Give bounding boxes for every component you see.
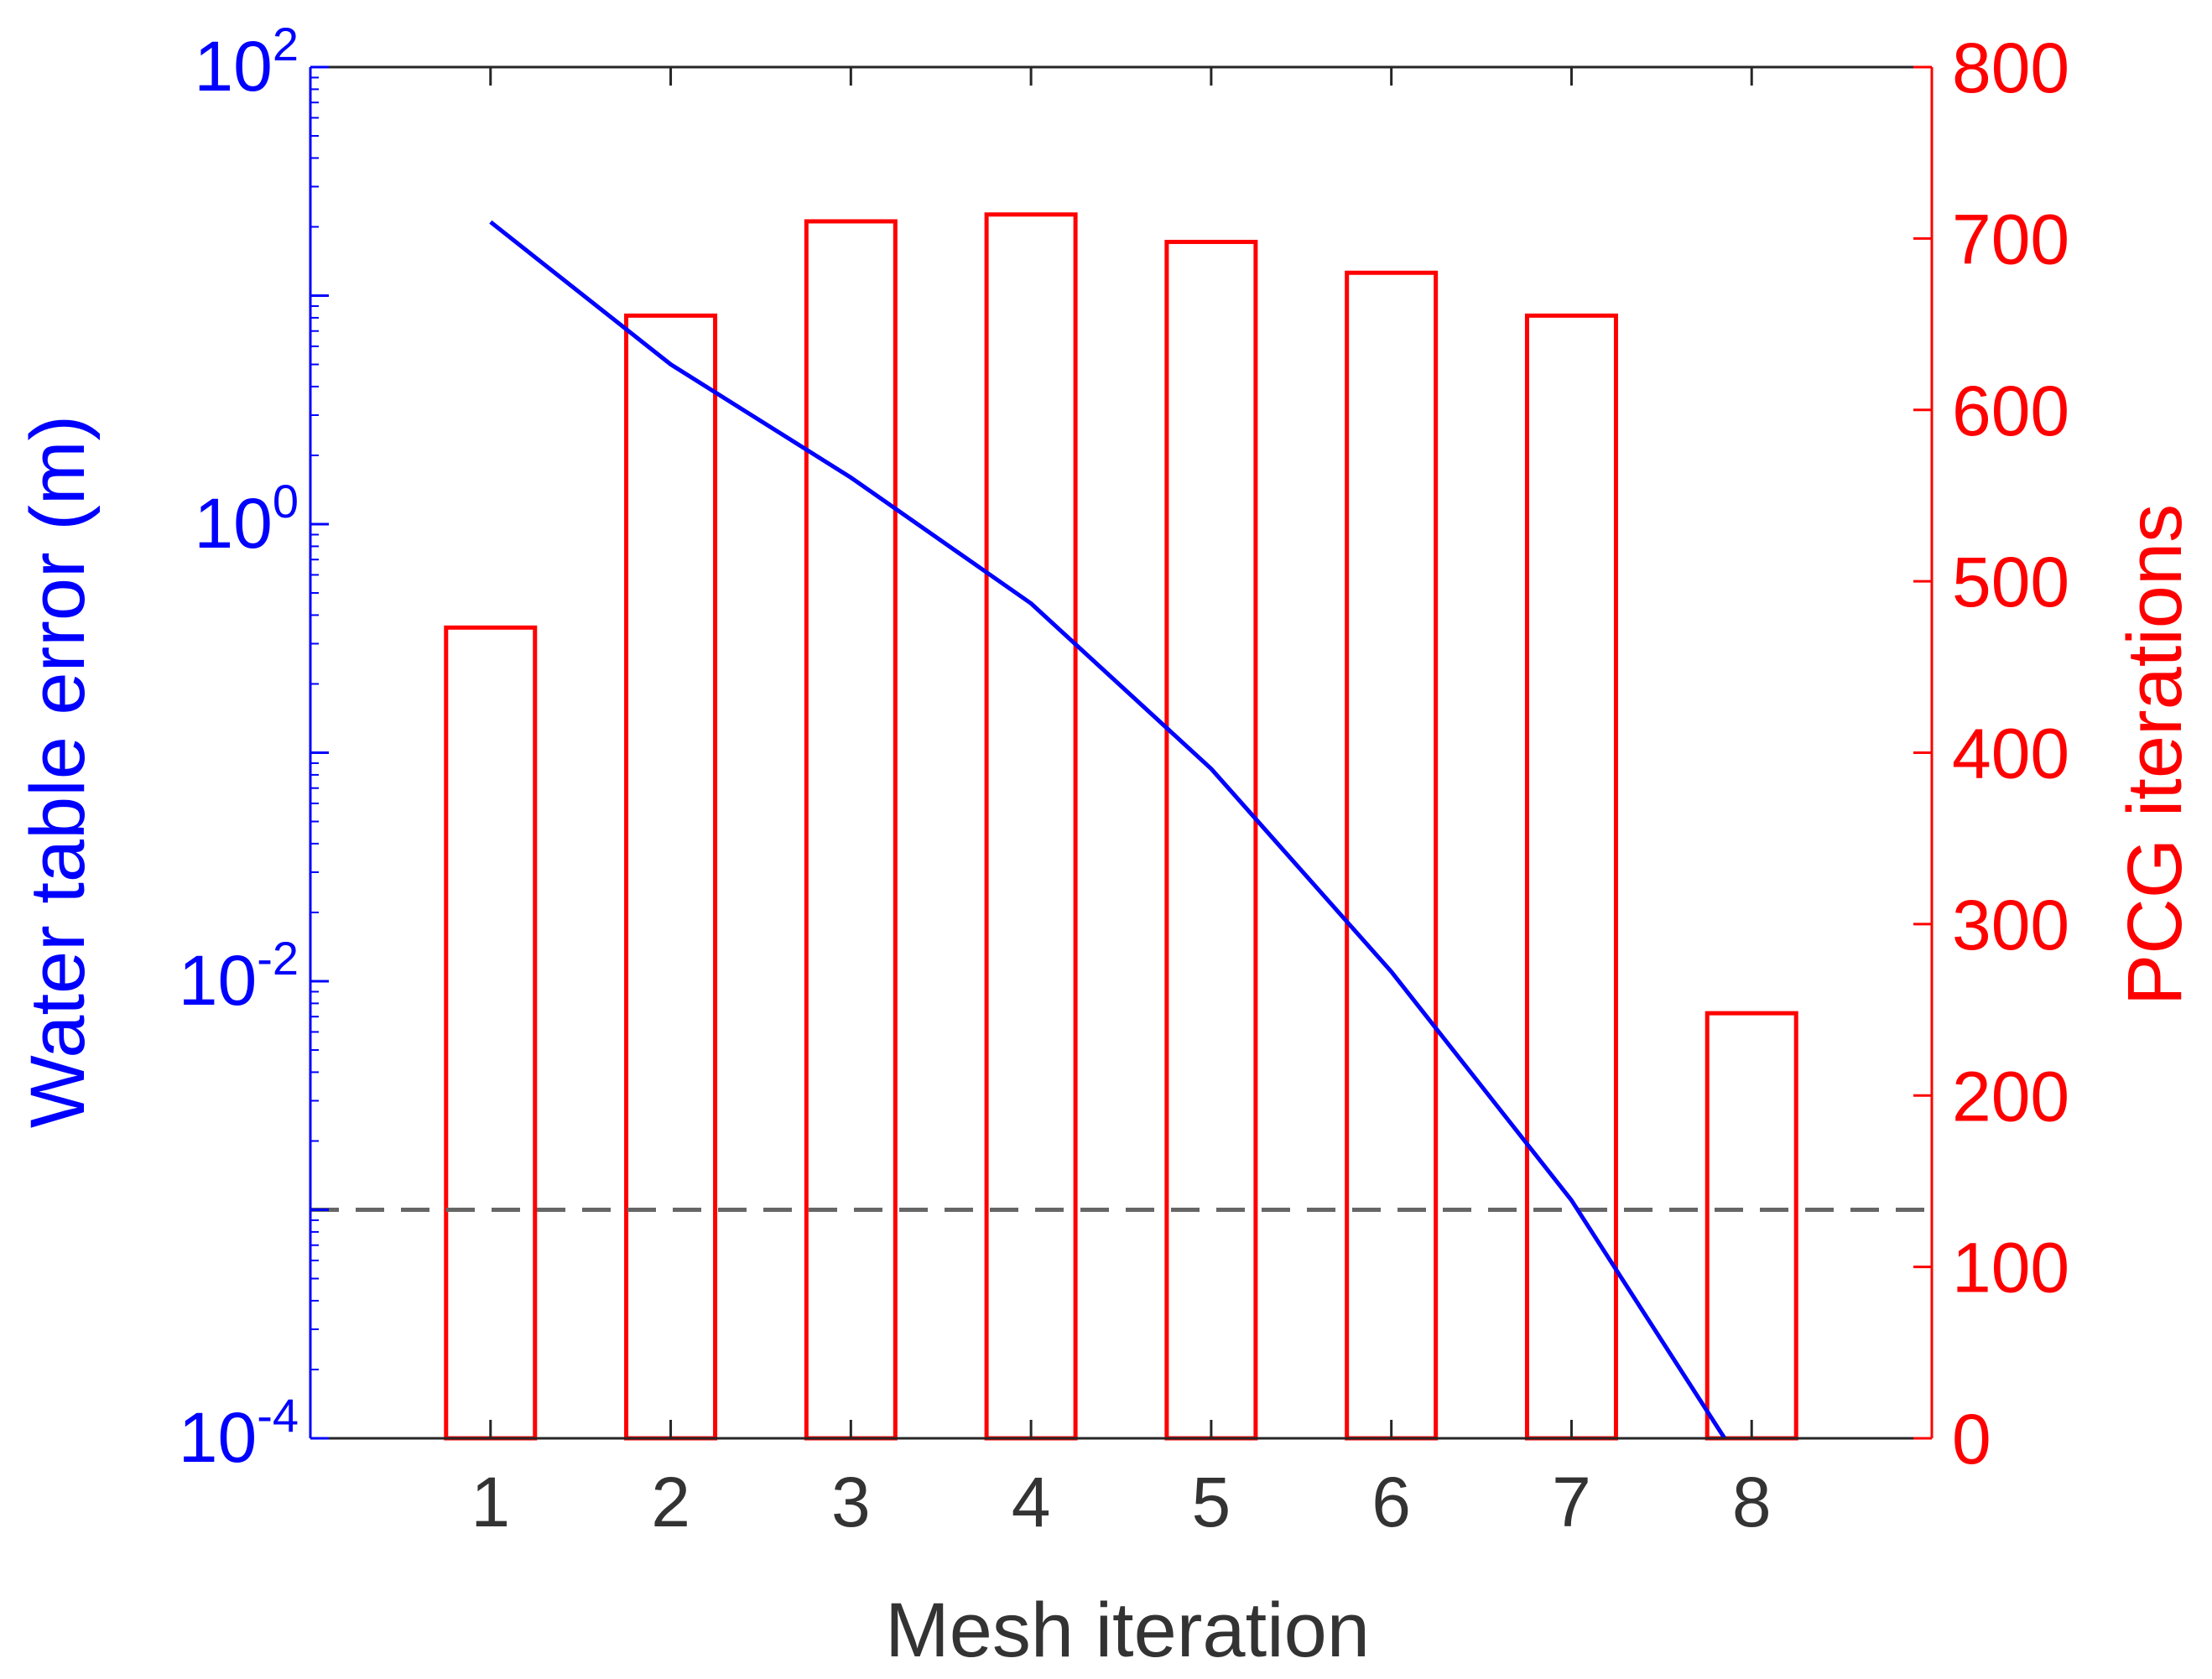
left-tick-label: 102 <box>194 18 299 106</box>
right-tick-label: 100 <box>1952 1229 2069 1307</box>
left-tick-exponent: 0 <box>273 475 299 528</box>
left-tick-base: 10 <box>194 27 272 106</box>
x-axis-title: Mesh iteration <box>885 1588 1370 1673</box>
right-tick-label: 600 <box>1952 372 2069 450</box>
right-axis-title: PCG iterations <box>2112 504 2198 1006</box>
right-tick-label: 300 <box>1952 886 2069 964</box>
left-axis-title: Water table error (m) <box>15 415 101 1128</box>
left-tick-base: 10 <box>194 484 272 563</box>
x-tick-label: 7 <box>1552 1463 1591 1541</box>
right-tick-label: 0 <box>1952 1400 1991 1479</box>
x-tick-label: 1 <box>471 1463 510 1541</box>
x-axis-ticks: 1 2 3 4 5 6 7 8 <box>471 67 1772 1541</box>
x-tick-label: 8 <box>1732 1463 1772 1541</box>
x-tick-label: 4 <box>1012 1463 1051 1541</box>
x-tick-label: 2 <box>651 1463 690 1541</box>
left-tick-label: 10-4 <box>179 1389 299 1477</box>
left-tick-base: 10 <box>179 941 257 1020</box>
right-axis-ticks: 0 100 200 300 400 500 600 700 800 <box>1913 29 2069 1479</box>
left-tick-exponent: 2 <box>273 18 299 70</box>
right-tick-label: 700 <box>1952 200 2069 278</box>
right-tick-label: 400 <box>1952 715 2069 793</box>
right-tick-label: 500 <box>1952 543 2069 621</box>
left-tick-exponent: -4 <box>257 1389 299 1442</box>
x-tick-label: 6 <box>1371 1463 1411 1541</box>
error-line <box>489 220 1727 1440</box>
right-tick-label: 200 <box>1952 1057 2069 1136</box>
left-tick-base: 10 <box>179 1398 257 1477</box>
left-tick-exponent: -2 <box>257 932 299 985</box>
left-tick-label: 100 <box>194 475 299 563</box>
right-tick-label: 800 <box>1952 29 2069 107</box>
x-tick-label: 5 <box>1192 1463 1231 1541</box>
line-series <box>489 220 1727 1440</box>
x-tick-label: 3 <box>831 1463 871 1541</box>
left-tick-label: 10-2 <box>179 932 299 1020</box>
